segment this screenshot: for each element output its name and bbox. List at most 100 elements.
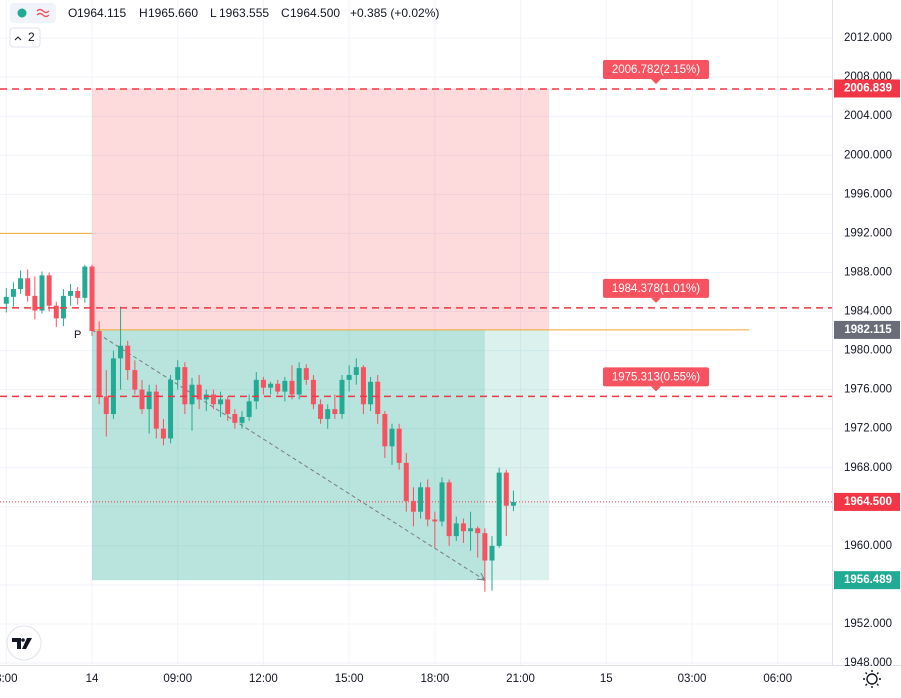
- candle-body: [210, 394, 216, 405]
- x-tick-label: 15:00: [335, 673, 364, 685]
- price-badge: [834, 79, 900, 98]
- x-tick-label: 15: [600, 673, 613, 685]
- logo-bg: [6, 625, 42, 661]
- indicator-toggle[interactable]: [9, 27, 41, 48]
- ohlc-key: O: [68, 6, 77, 20]
- price-badge-label: 2006.839: [844, 83, 892, 95]
- status-dot: [17, 8, 27, 18]
- candle-body: [389, 428, 395, 447]
- candle-body: [225, 399, 231, 415]
- path-line: [91, 329, 486, 581]
- candle-body: [68, 290, 74, 296]
- candle-body: [153, 391, 159, 429]
- ohlc-value: 1964.500: [290, 6, 340, 20]
- candle-body: [475, 528, 481, 534]
- candle-body: [460, 523, 466, 532]
- x-tick-label: 06:00: [763, 673, 792, 685]
- gear-teeth: [863, 670, 881, 688]
- ohlc-key: C: [281, 6, 290, 20]
- candle-body: [332, 409, 338, 415]
- target-zone: [92, 88, 550, 330]
- candle-body: [382, 414, 388, 447]
- candle-body: [260, 379, 266, 388]
- y-tick-label: 1972.000: [844, 423, 892, 435]
- tv-logo: [6, 625, 42, 661]
- candle-body: [439, 482, 445, 522]
- y-tick-label: 2000.000: [844, 149, 892, 161]
- candle-body: [218, 399, 224, 405]
- stop-zone: [92, 329, 550, 581]
- candle-body: [82, 266, 88, 298]
- candle-body: [446, 482, 452, 537]
- price-badge-label: 1956.489: [844, 574, 892, 586]
- settings-icon[interactable]: [863, 670, 881, 688]
- y-tick-label: 1960.000: [844, 540, 892, 552]
- price-badge-label: 1964.500: [844, 496, 892, 508]
- candle-body: [246, 401, 252, 417]
- pivot-marker: P: [74, 329, 81, 341]
- alert-badge: [603, 367, 709, 387]
- alert-pointer: [651, 79, 661, 85]
- alert-label: 1984.378(1.01%): [612, 283, 700, 295]
- mode-icon: [36, 8, 50, 18]
- candle-body: [346, 374, 352, 380]
- candle-body: [282, 380, 288, 392]
- candle-body: [189, 384, 195, 405]
- candle-body: [468, 528, 474, 532]
- candle-body: [160, 428, 166, 439]
- candle-body: [96, 331, 102, 397]
- candle-body: [410, 500, 416, 512]
- logo-mark: [12, 638, 32, 649]
- candle-body: [296, 368, 302, 395]
- candle-body: [368, 381, 374, 405]
- candle-body: [32, 295, 38, 311]
- candle-body: [10, 289, 16, 297]
- y-tick-label: 1996.000: [844, 188, 892, 200]
- plot-area: P: [0, 0, 832, 665]
- alert-label: 2006.782(2.15%): [612, 64, 700, 76]
- candle-body: [496, 472, 502, 546]
- price-badge: [834, 571, 900, 590]
- y-tick-label: 1984.000: [844, 306, 892, 318]
- candle-body: [25, 278, 31, 296]
- candle-body: [375, 381, 381, 415]
- x-tick-label: 21:00: [506, 673, 535, 685]
- y-tick-label: 1948.000: [844, 657, 892, 669]
- alert-pointer: [651, 386, 661, 392]
- x-tick-label: 09:00: [163, 673, 192, 685]
- ohlc-key: L: [210, 6, 217, 20]
- x-tick-label: 18:00: [420, 673, 449, 685]
- ohlc-value: 1963.555: [219, 6, 269, 20]
- ohlc-key: H: [139, 6, 148, 20]
- header: O 1964.115 H 1965.660 L 1963.555 C 1964.500 +0.3…: [9, 3, 439, 48]
- candle-body: [89, 266, 95, 332]
- candle-body: [3, 296, 9, 304]
- candle-body: [425, 487, 431, 520]
- ohlc-values: O 1964.115 H 1965.660 L 1963.555 C 1964.500 +0.3…: [68, 6, 439, 20]
- price-badge: [834, 492, 900, 511]
- symbol-button[interactable]: [10, 3, 56, 23]
- candle-body: [118, 345, 124, 359]
- candle-body: [303, 368, 309, 380]
- candle-body: [18, 278, 24, 290]
- candle-body: [318, 404, 324, 419]
- gear[interactable]: [866, 673, 878, 685]
- candle-body: [353, 367, 359, 375]
- candle-body: [53, 305, 59, 319]
- candle-body: [396, 428, 402, 463]
- candle-body: [253, 379, 259, 402]
- candle-body: [510, 501, 516, 506]
- y-tick-label: 1976.000: [844, 384, 892, 396]
- candle-body: [146, 391, 152, 410]
- y-tick-label: 1992.000: [844, 227, 892, 239]
- y-tick-label: 1952.000: [844, 618, 892, 630]
- alert-badge: [603, 278, 709, 298]
- x-tick-label: 03:00: [678, 673, 707, 685]
- candle-body: [239, 416, 245, 423]
- indicator-count: 2: [28, 30, 35, 44]
- candle-body: [418, 487, 424, 512]
- candle-body: [132, 370, 138, 390]
- change: +0.385 (+0.02%): [350, 6, 439, 20]
- price-badge-label: 1982.115: [844, 324, 892, 336]
- y-tick-label: 2004.000: [844, 110, 892, 122]
